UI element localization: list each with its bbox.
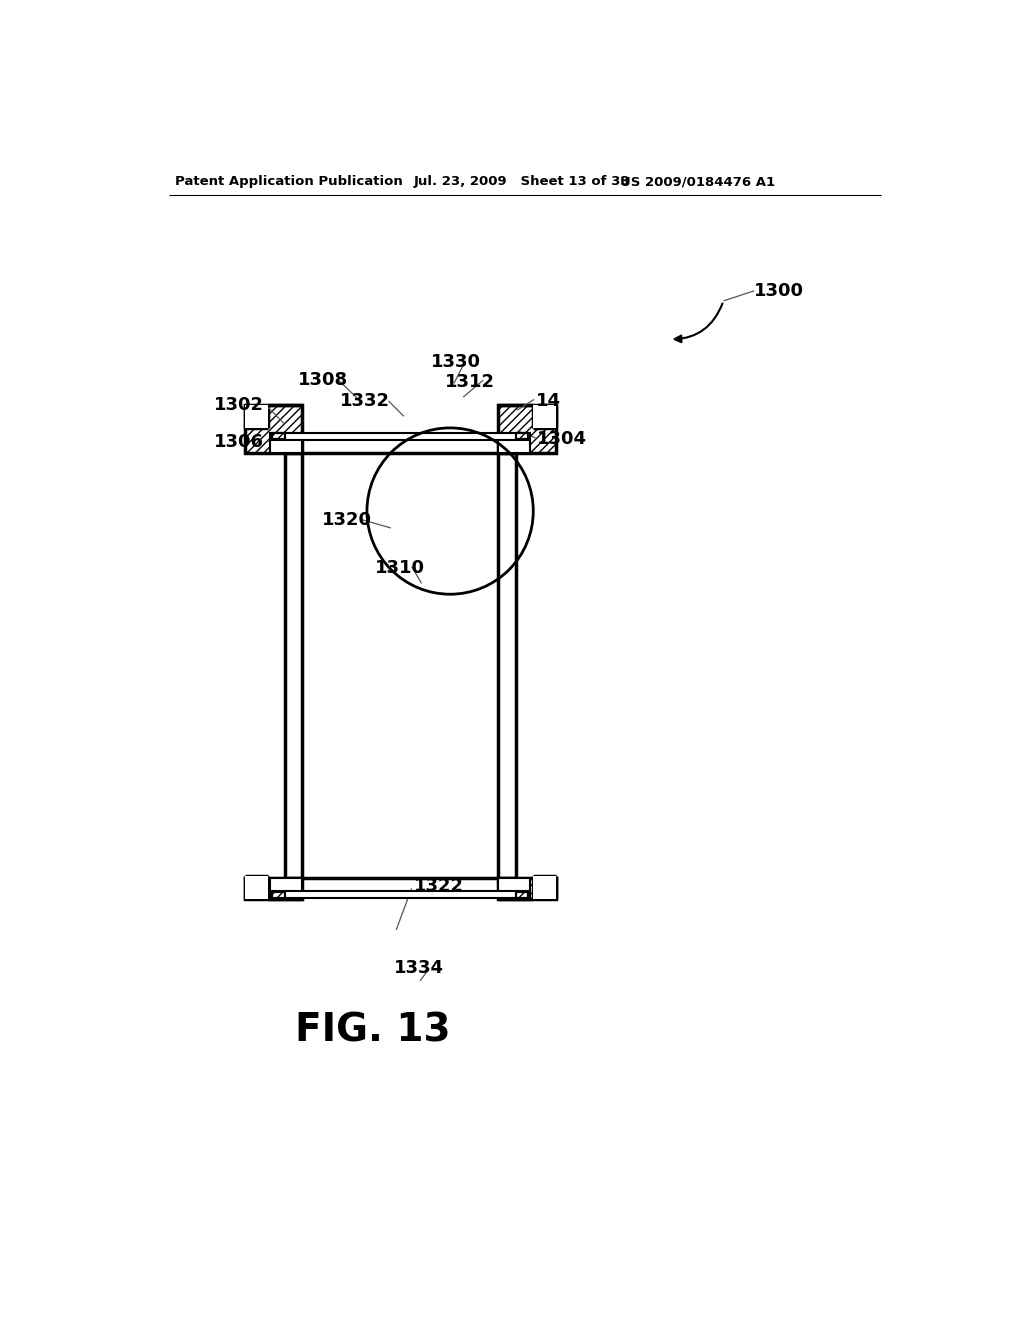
Bar	[532, 405, 556, 428]
Bar	[245, 405, 302, 453]
Bar	[515, 892, 528, 899]
Bar	[272, 433, 285, 438]
Text: 1334: 1334	[394, 960, 443, 977]
Text: 1310: 1310	[376, 560, 425, 577]
Bar	[498, 878, 556, 899]
Bar	[515, 892, 528, 899]
Text: 1332: 1332	[340, 392, 390, 411]
Text: 1320: 1320	[322, 511, 372, 529]
Text: Patent Application Publication: Patent Application Publication	[175, 176, 403, 187]
Bar	[498, 405, 556, 453]
Text: 14: 14	[536, 392, 560, 411]
Text: 1304: 1304	[538, 430, 587, 449]
Bar	[498, 878, 530, 899]
Text: 1306: 1306	[214, 433, 264, 450]
Bar	[272, 433, 285, 438]
Bar	[245, 876, 267, 899]
Text: US 2009/0184476 A1: US 2009/0184476 A1	[621, 176, 775, 187]
Bar	[245, 405, 267, 428]
Bar	[532, 876, 556, 899]
Bar	[272, 892, 285, 899]
Bar	[245, 878, 302, 899]
Bar	[498, 433, 530, 453]
Text: 1308: 1308	[298, 371, 348, 389]
Bar	[285, 453, 515, 878]
Text: 1322: 1322	[414, 876, 464, 895]
Text: FIG. 13: FIG. 13	[295, 1011, 451, 1049]
Bar	[270, 433, 302, 453]
Bar	[271, 891, 528, 899]
Bar	[270, 878, 302, 899]
Bar	[272, 892, 285, 899]
Text: 1312: 1312	[444, 372, 495, 391]
Bar	[515, 433, 528, 438]
Text: 1300: 1300	[755, 282, 804, 300]
Bar	[515, 433, 528, 438]
Bar	[271, 433, 528, 441]
Text: Jul. 23, 2009   Sheet 13 of 33: Jul. 23, 2009 Sheet 13 of 33	[414, 176, 631, 187]
Text: 1302: 1302	[214, 396, 264, 413]
Text: 1330: 1330	[431, 354, 481, 371]
